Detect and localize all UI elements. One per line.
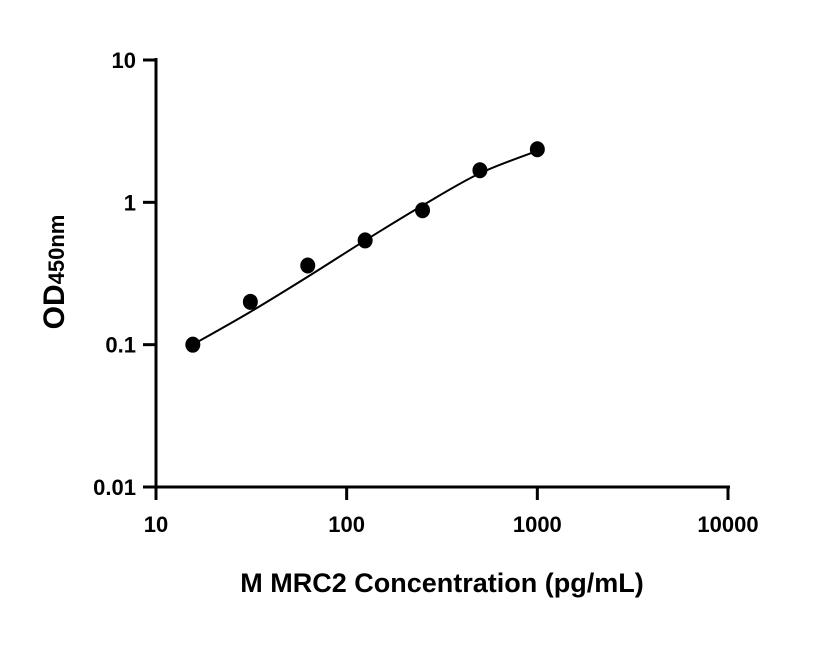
y-axis-label: OD450nm <box>38 215 71 330</box>
y-tick-label: 10 <box>112 48 136 73</box>
y-axis-label-main: OD <box>38 284 71 329</box>
x-tick-label: 1000 <box>513 512 562 537</box>
axes <box>154 58 730 489</box>
data-point <box>242 293 258 310</box>
y-tick-label: 0.1 <box>105 333 136 358</box>
data-point <box>185 336 201 353</box>
x-tick-label: 10000 <box>697 512 758 537</box>
y-tick-label: 1 <box>124 190 136 215</box>
y-tick-label: 0.01 <box>93 475 136 500</box>
data-point <box>415 202 431 219</box>
data-point <box>529 141 545 158</box>
data-point <box>472 162 488 179</box>
x-tick-label: 100 <box>328 512 365 537</box>
data-point <box>300 257 316 274</box>
y-axis-label-sub: 450nm <box>44 215 69 285</box>
x-axis-label: M MRC2 Concentration (pg/mL) <box>240 568 643 598</box>
x-tick-label: 10 <box>144 512 168 537</box>
data-point <box>357 232 373 249</box>
